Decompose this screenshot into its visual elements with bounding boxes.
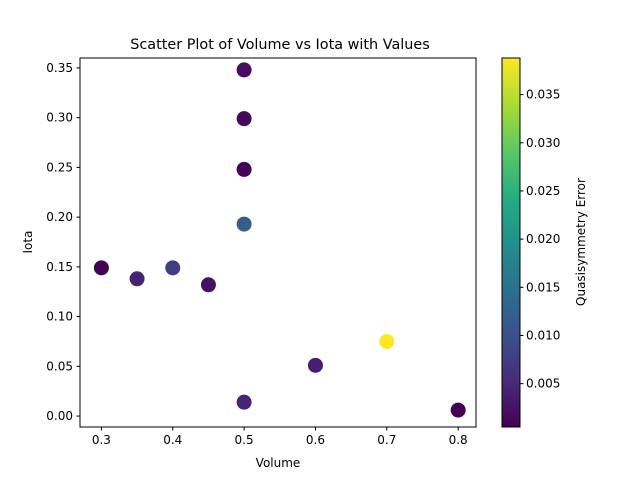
y-tick-label: 0.10	[46, 310, 73, 324]
data-point-4	[200, 277, 216, 293]
chart-title: Scatter Plot of Volume vs Iota with Valu…	[130, 37, 430, 53]
y-tick-label: 0.00	[46, 409, 73, 423]
y-tick-label: 0.30	[46, 111, 73, 125]
data-point-1	[93, 260, 109, 276]
y-axis-label: Iota	[21, 231, 35, 254]
colorbar-tick-label: 0.030	[526, 136, 560, 150]
x-tick-label: 0.7	[377, 433, 396, 447]
x-tick-label: 0.8	[449, 433, 468, 447]
data-point-3	[165, 260, 181, 276]
y-tick-label: 0.25	[46, 160, 73, 174]
x-tick-label: 0.4	[163, 433, 182, 447]
plot-area-frame	[79, 57, 477, 428]
data-point-12	[450, 402, 466, 418]
colorbar-tick-label: 0.015	[526, 280, 560, 294]
y-tick-label: 0.35	[46, 61, 73, 75]
y-tick-label: 0.05	[46, 359, 73, 373]
colorbar-tick-label: 0.005	[526, 377, 560, 391]
colorbar-tick-label: 0.020	[526, 232, 560, 246]
y-tick-label: 0.15	[46, 260, 73, 274]
data-point-9	[236, 394, 252, 410]
colorbar-ticks: 0.005 0.010 0.015 0.020 0.025 0.030 0.035	[520, 88, 560, 391]
y-tick-label: 0.20	[46, 210, 73, 224]
points-layer	[93, 62, 466, 418]
x-ticks: 0.3 0.4 0.5 0.6 0.7 0.8	[92, 427, 468, 447]
y-ticks: 0.00 0.05 0.10 0.15 0.20 0.25 0.30 0.35	[46, 61, 80, 423]
colorbar	[501, 57, 521, 428]
x-tick-label: 0.5	[235, 433, 254, 447]
data-point-11	[379, 333, 395, 349]
colorbar-tick-label: 0.035	[526, 88, 560, 102]
x-tick-label: 0.6	[306, 433, 325, 447]
data-point-7	[236, 161, 252, 177]
data-point-8	[236, 216, 252, 232]
data-point-5	[236, 62, 252, 78]
colorbar-label: Quasisymmetry Error	[574, 178, 588, 306]
data-point-2	[129, 271, 145, 287]
colorbar-tick-label: 0.010	[526, 328, 560, 342]
colorbar-tick-label: 0.025	[526, 184, 560, 198]
x-axis-label: Volume	[256, 456, 301, 470]
x-tick-label: 0.3	[92, 433, 111, 447]
data-point-6	[236, 111, 252, 127]
data-point-10	[307, 357, 323, 373]
